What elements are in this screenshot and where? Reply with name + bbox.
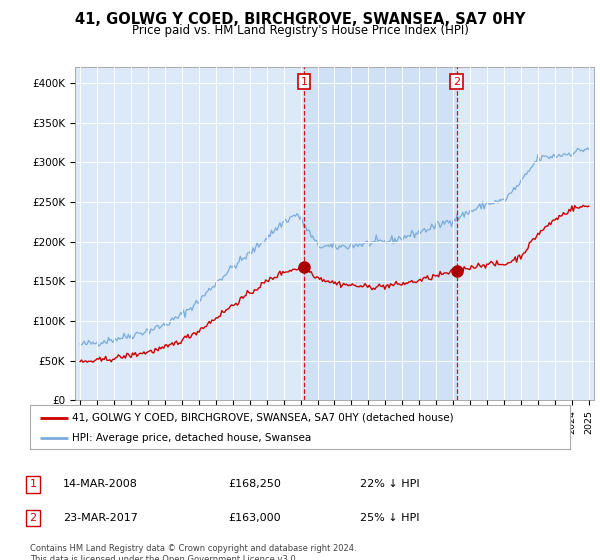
Text: 1: 1 [29,479,37,489]
Text: 41, GOLWG Y COED, BIRCHGROVE, SWANSEA, SA7 0HY: 41, GOLWG Y COED, BIRCHGROVE, SWANSEA, S… [75,12,525,27]
Text: 23-MAR-2017: 23-MAR-2017 [63,513,138,523]
Text: Price paid vs. HM Land Registry's House Price Index (HPI): Price paid vs. HM Land Registry's House … [131,24,469,37]
Text: £163,000: £163,000 [228,513,281,523]
Text: HPI: Average price, detached house, Swansea: HPI: Average price, detached house, Swan… [72,433,311,443]
Text: 25% ↓ HPI: 25% ↓ HPI [360,513,419,523]
Text: 1: 1 [301,77,307,87]
Text: 2: 2 [29,513,37,523]
Text: 14-MAR-2008: 14-MAR-2008 [63,479,138,489]
Text: 22% ↓ HPI: 22% ↓ HPI [360,479,419,489]
Text: £168,250: £168,250 [228,479,281,489]
Text: 41, GOLWG Y COED, BIRCHGROVE, SWANSEA, SA7 0HY (detached house): 41, GOLWG Y COED, BIRCHGROVE, SWANSEA, S… [72,413,454,423]
Text: 2: 2 [453,77,460,87]
Text: Contains HM Land Registry data © Crown copyright and database right 2024.
This d: Contains HM Land Registry data © Crown c… [30,544,356,560]
Bar [304,67,457,400]
